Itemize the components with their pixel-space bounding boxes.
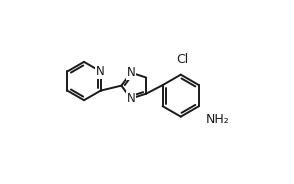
Text: N: N [126, 66, 135, 79]
Text: NH₂: NH₂ [206, 114, 229, 126]
Text: N: N [126, 92, 135, 105]
Text: Cl: Cl [176, 53, 189, 66]
Text: N: N [96, 65, 105, 78]
